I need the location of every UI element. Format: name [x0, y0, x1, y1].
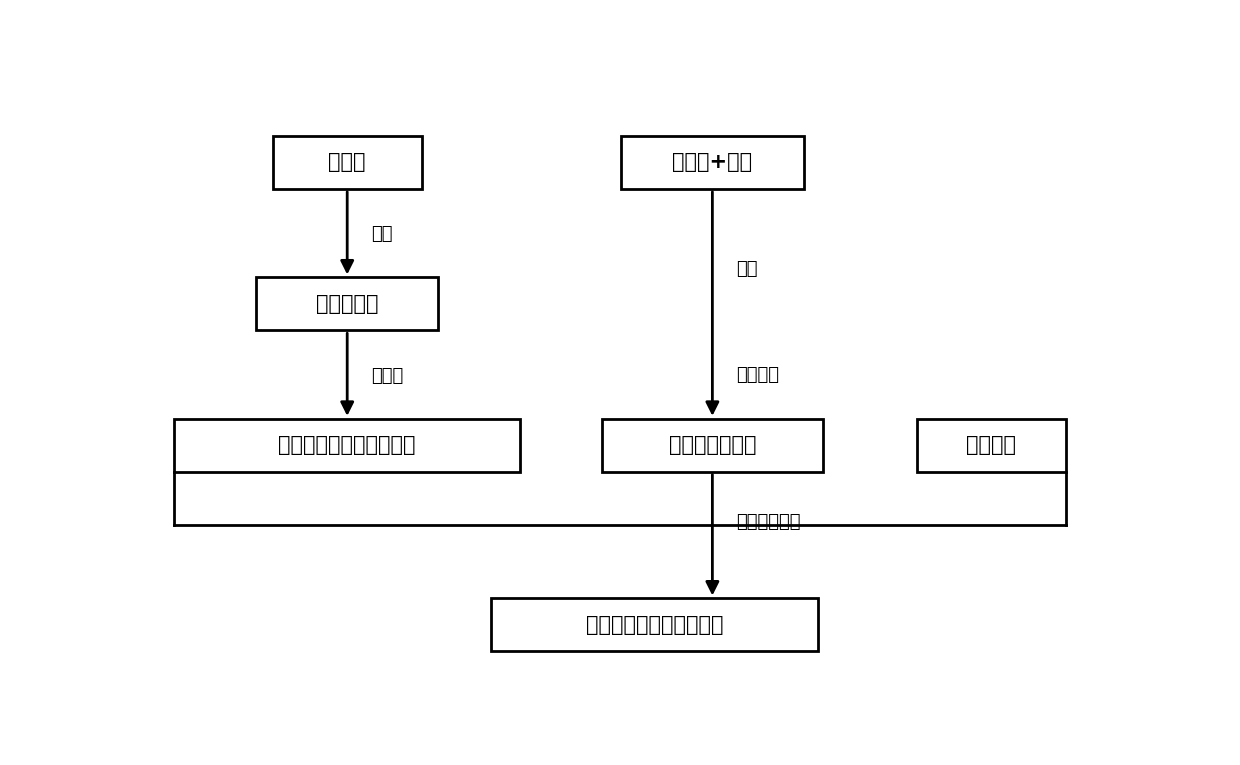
Text: 微波反应: 微波反应: [737, 366, 780, 383]
Text: 磺酸化炭化玉米芯催化剂: 磺酸化炭化玉米芯催化剂: [279, 435, 415, 455]
FancyBboxPatch shape: [621, 136, 804, 189]
Text: 含木糖的水解液: 含木糖的水解液: [668, 435, 756, 455]
FancyBboxPatch shape: [174, 418, 521, 472]
Text: 浓硫酸: 浓硫酸: [371, 366, 403, 385]
FancyBboxPatch shape: [491, 598, 818, 652]
Text: 球磨: 球磨: [737, 259, 758, 278]
Text: 分液漏斗分离: 分液漏斗分离: [737, 513, 801, 531]
FancyBboxPatch shape: [273, 136, 422, 189]
FancyBboxPatch shape: [916, 418, 1065, 472]
FancyBboxPatch shape: [601, 418, 823, 472]
FancyBboxPatch shape: [255, 278, 439, 330]
Text: 炭化: 炭化: [371, 226, 393, 243]
Text: 炭化玉米芯: 炭化玉米芯: [316, 294, 378, 314]
Text: 玉米芯: 玉米芯: [329, 152, 366, 172]
Text: 玉米芯+草酸: 玉米芯+草酸: [672, 152, 753, 172]
Text: 二氯甲烷: 二氯甲烷: [966, 435, 1016, 455]
Text: 含有糠醛的有机相和水相: 含有糠醛的有机相和水相: [587, 615, 723, 635]
